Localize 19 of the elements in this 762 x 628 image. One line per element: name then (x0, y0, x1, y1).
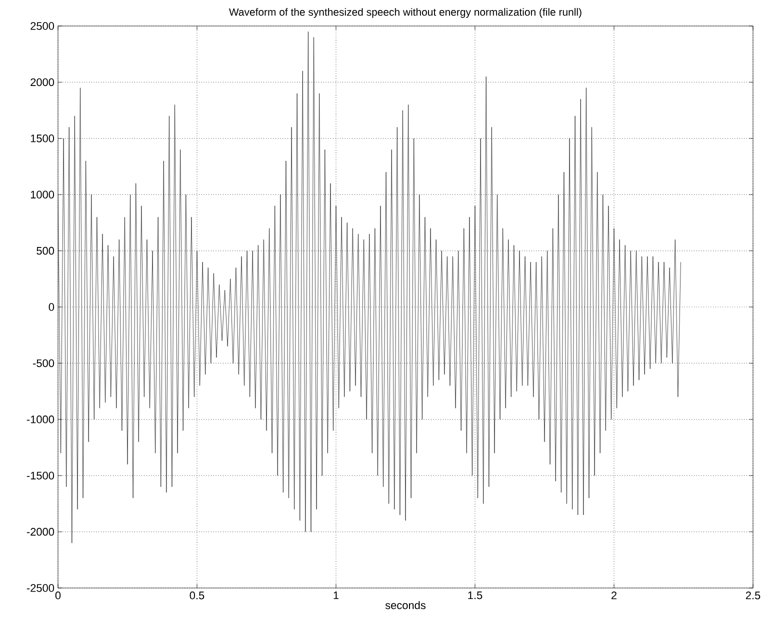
y-tick-label: 0 (48, 303, 54, 311)
y-tick-label: -2000 (26, 528, 54, 536)
x-tick-label: 1.5 (468, 592, 482, 600)
x-tick-label: 2 (612, 592, 617, 600)
y-tick-label: -1500 (26, 472, 54, 480)
y-tick-label: -2500 (26, 584, 54, 592)
y-tick-label: -1000 (26, 416, 54, 424)
y-tick-label: 500 (36, 246, 54, 255)
y-tick-label: -500 (33, 359, 54, 368)
x-tick-label: 0.5 (190, 592, 204, 600)
x-tick-label: 0 (55, 592, 61, 600)
y-tick-label: 2500 (30, 22, 54, 30)
x-tick-label: 1 (334, 592, 339, 600)
chart-title: Waveform of the synthesized speech without energy normalization (file runll) (228, 8, 582, 18)
y-tick-label: 1500 (30, 134, 54, 142)
y-tick-label: 1000 (30, 190, 54, 198)
x-tick-label: 2.5 (746, 592, 760, 600)
x-axis-title: seconds (385, 601, 426, 610)
y-tick-label: 2000 (30, 78, 54, 86)
